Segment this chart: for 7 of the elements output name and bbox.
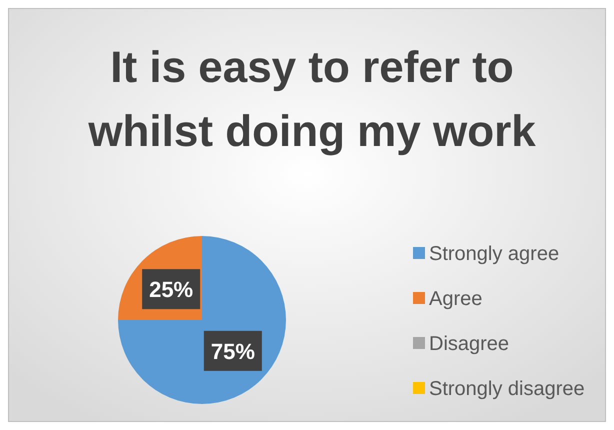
legend-label: Disagree	[429, 333, 510, 355]
legend-label: Agree	[429, 288, 482, 310]
data-label: 25%	[149, 277, 194, 302]
chart-title: It is easy to refer to whilst doing my work	[87, 43, 536, 156]
data-label: 75%	[210, 338, 255, 364]
legend-label: Strongly disagree	[429, 378, 585, 400]
legend-label: Strongly agree	[429, 243, 560, 265]
